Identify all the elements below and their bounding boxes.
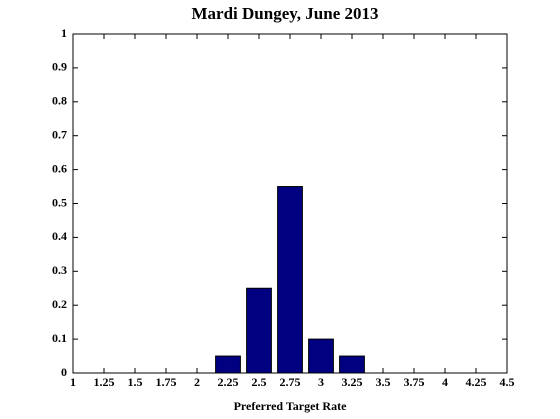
y-tick-label: 0.3: [52, 263, 67, 277]
x-tick-label: 4.25: [466, 375, 487, 389]
x-tick-label: 1.25: [94, 375, 115, 389]
x-tick-label: 3.5: [376, 375, 391, 389]
x-tick-label: 2: [194, 375, 200, 389]
x-tick-label: 2.5: [252, 375, 267, 389]
bar: [246, 287, 272, 374]
y-tick-label: 0.4: [52, 229, 67, 243]
y-tick-label: 0.2: [52, 297, 67, 311]
x-tick-label: 1.5: [128, 375, 143, 389]
x-tick-label: 3.75: [404, 375, 425, 389]
y-tick-label: 0.7: [52, 127, 67, 141]
y-tick-label: 0: [61, 365, 67, 379]
bar: [339, 355, 365, 374]
chart-title: Mardi Dungey, June 2013: [191, 4, 378, 23]
x-tick-label: 3: [318, 375, 324, 389]
x-tick-label: 3.25: [342, 375, 363, 389]
y-tick-label: 0.9: [52, 60, 67, 74]
x-axis-label: Preferred Target Rate: [234, 399, 348, 413]
x-tick-label: 4: [442, 375, 448, 389]
axes-box: [72, 33, 508, 374]
y-tick-label: 0.6: [52, 161, 67, 175]
x-tick-label: 4.5: [500, 375, 515, 389]
x-tick-label: 1: [70, 375, 76, 389]
bar: [308, 338, 334, 374]
y-tick-label: 0.8: [52, 94, 67, 108]
x-tick-label: 2.75: [280, 375, 301, 389]
y-tick-label: 0.1: [52, 331, 67, 345]
x-tick-label: 1.75: [156, 375, 177, 389]
bar: [277, 186, 303, 374]
y-tick-label: 1: [61, 26, 67, 40]
bar: [215, 355, 241, 374]
y-tick-label: 0.5: [52, 195, 67, 209]
x-tick-label: 2.25: [218, 375, 239, 389]
